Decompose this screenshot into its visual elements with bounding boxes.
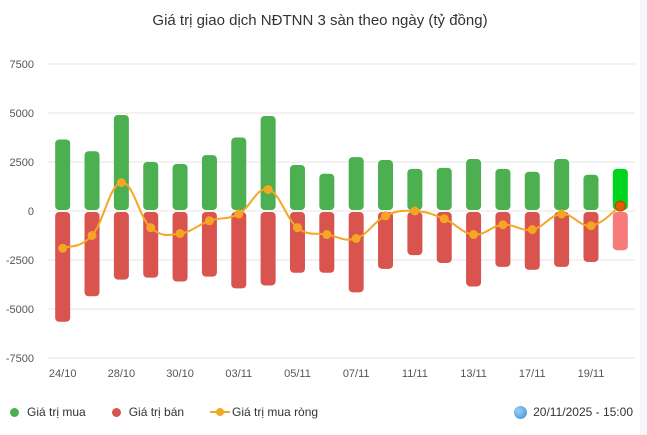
y-tick-label: 5000 [10, 108, 34, 120]
y-tick-label: 2500 [10, 157, 34, 169]
timestamp-text: 20/11/2025 - 15:00 [533, 405, 633, 419]
legend-label: Giá trị mua [27, 405, 86, 419]
net-point [351, 233, 361, 243]
legend: Giá trị mua Giá trị bán Giá trị mua ròng [10, 405, 344, 419]
y-tick-label: 0 [28, 206, 34, 218]
globe-icon [514, 405, 528, 419]
net-point [614, 200, 626, 212]
y-tick-label: 7500 [10, 59, 34, 71]
net-point [557, 209, 567, 219]
buy-bar [319, 173, 335, 210]
x-tick-label: 19/11 [578, 368, 605, 380]
red-dot-icon [111, 407, 121, 417]
x-tick-label: 07/11 [343, 368, 370, 380]
buy-bar [55, 139, 71, 210]
legend-item-sell[interactable]: Giá trị bán [111, 405, 185, 419]
sell-bar [583, 212, 599, 262]
buy-bar [495, 168, 511, 210]
sell-bar [524, 212, 540, 270]
legend-label: Giá trị bán [128, 405, 185, 419]
sell-bar [466, 212, 482, 287]
buy-bar [348, 157, 364, 210]
buy-bar [378, 160, 394, 210]
net-point [410, 206, 420, 216]
chart-title: Giá trị giao dịch NĐTNN 3 sàn theo ngày … [152, 12, 488, 29]
buy-bar [407, 168, 423, 210]
net-point [116, 178, 126, 188]
update-timestamp: 20/11/2025 - 15:00 [514, 405, 633, 419]
y-tick-label: -2500 [6, 255, 34, 267]
net-point [263, 184, 273, 194]
net-point [146, 223, 156, 233]
buy-bar [231, 137, 247, 210]
sell-bar [84, 212, 100, 297]
x-tick-label: 28/10 [108, 368, 136, 380]
x-tick-label: 13/11 [460, 368, 487, 380]
sell-bar [319, 212, 335, 273]
net-point [381, 211, 391, 221]
net-point [586, 221, 596, 231]
sell-bar [348, 212, 364, 293]
net-point [498, 220, 508, 230]
sell-bar [113, 212, 129, 280]
sell-bar [260, 212, 276, 286]
net-point [439, 214, 449, 224]
buy-bar [524, 171, 540, 210]
buy-bar [436, 167, 452, 210]
buy-bar [143, 162, 159, 210]
buy-bar [289, 164, 305, 210]
net-point [87, 231, 97, 240]
sell-bar [378, 212, 394, 269]
x-tick-label: 03/11 [225, 368, 252, 380]
line-marker-icon [210, 407, 231, 417]
buy-bar [113, 114, 129, 210]
buy-bar [554, 159, 570, 210]
right-border [640, 0, 647, 435]
legend-item-buy[interactable]: Giá trị mua [10, 405, 86, 419]
x-tick-label: 24/10 [49, 368, 77, 380]
x-tick-label: 17/11 [519, 368, 546, 380]
net-point [322, 230, 332, 240]
green-dot-icon [10, 407, 19, 417]
x-tick-label: 30/10 [166, 368, 194, 380]
net-point [292, 223, 302, 233]
buy-bar [612, 168, 628, 210]
buy-bar [583, 174, 599, 210]
net-point [527, 225, 537, 235]
buy-bar [201, 155, 217, 210]
sell-bar [436, 212, 452, 263]
net-point [234, 209, 244, 219]
legend-label: Giá trị mua ròng [232, 405, 319, 419]
y-tick-label: -5000 [6, 304, 34, 316]
legend-item-net[interactable]: Giá trị mua ròng [210, 405, 318, 419]
net-point [175, 229, 185, 239]
x-tick-label: 11/11 [402, 368, 428, 380]
sell-bar [231, 212, 247, 289]
sell-bar [612, 212, 628, 251]
buy-bar [466, 159, 482, 210]
buy-bar [260, 115, 276, 210]
net-point [469, 230, 479, 240]
y-tick-label: -7500 [6, 353, 34, 365]
buy-bar [84, 151, 100, 210]
x-tick-label: 05/11 [284, 368, 311, 380]
net-point [58, 243, 68, 253]
sell-bar [172, 212, 188, 282]
sell-bar [55, 212, 71, 322]
sell-bar [554, 212, 570, 267]
chart-area: 7500 5000 2500 0 -2500 -5000 -7500 24/10 28/10 30… [6, 59, 635, 380]
sell-bar [201, 212, 217, 277]
sell-bar [407, 212, 423, 256]
buy-bar [172, 163, 188, 210]
net-point [204, 216, 214, 226]
